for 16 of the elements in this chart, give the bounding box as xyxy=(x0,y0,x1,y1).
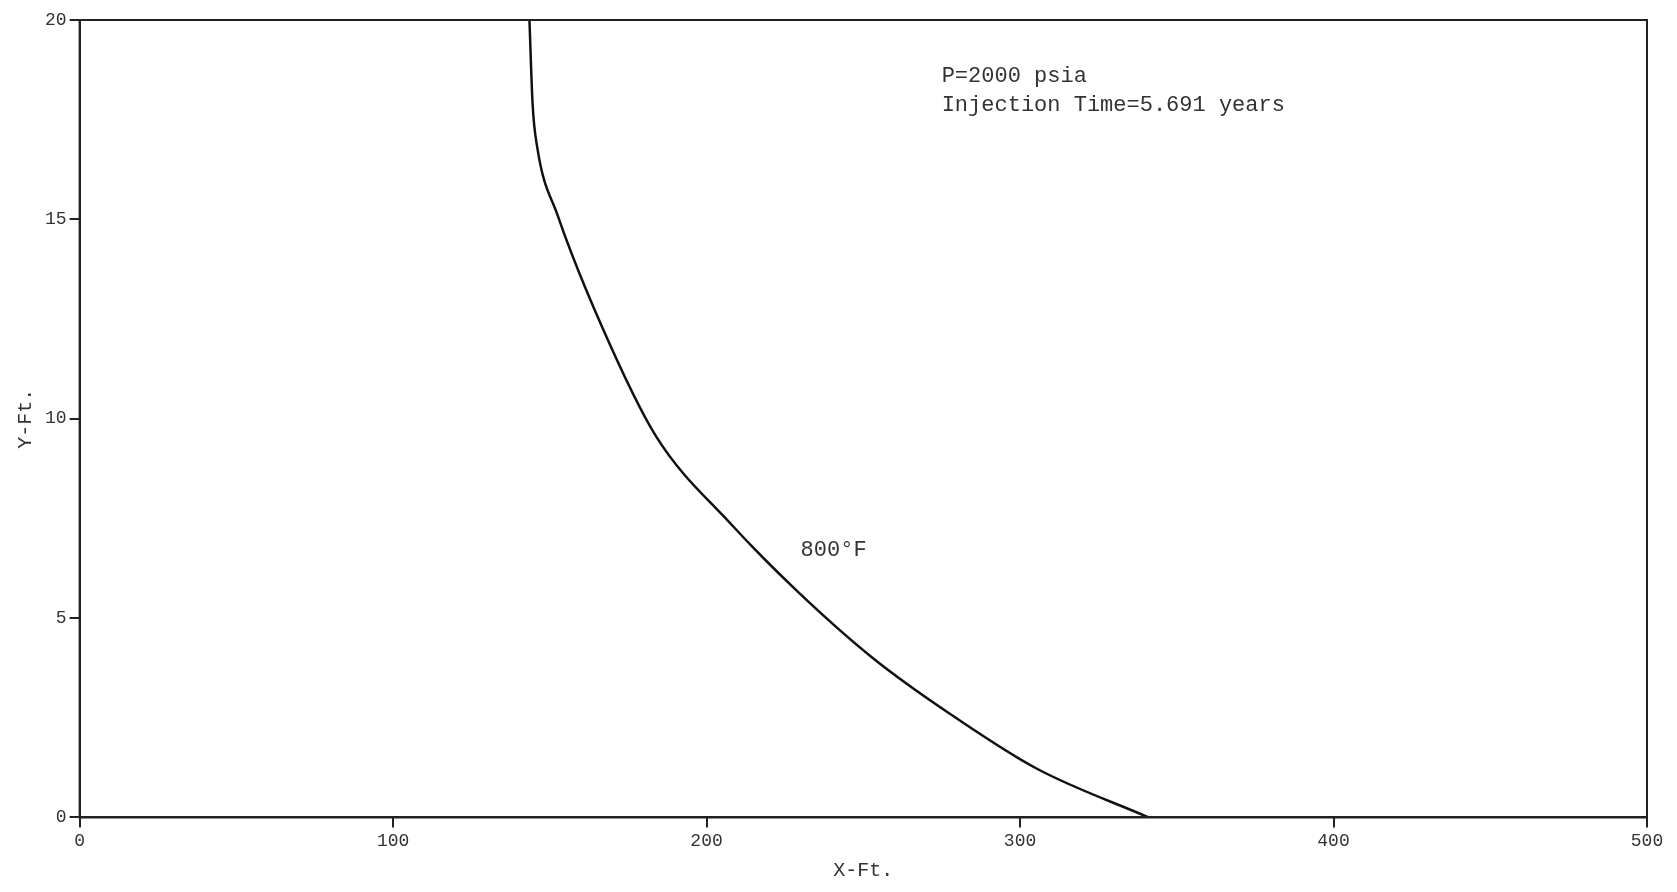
annotation: P=2000 psia xyxy=(941,63,1087,89)
y-tick-label: 5 xyxy=(55,607,67,628)
annotation: Injection Time=5.691 years xyxy=(941,93,1285,119)
x-axis-title: X-Ft. xyxy=(833,859,894,883)
x-tick-label: 300 xyxy=(1003,830,1037,851)
y-tick-label: 15 xyxy=(44,209,67,230)
y-tick-label: 20 xyxy=(44,9,67,30)
x-tick-label: 0 xyxy=(74,830,86,851)
x-tick-label: 400 xyxy=(1317,830,1350,851)
x-tick-label: 100 xyxy=(376,830,410,851)
y-tick-label: 0 xyxy=(55,807,67,828)
y-tick-label: 10 xyxy=(44,408,67,429)
annotation: 800°F xyxy=(800,538,867,564)
y-axis-title: Y-Ft. xyxy=(14,388,38,449)
x-tick-label: 500 xyxy=(1630,830,1664,851)
x-tick-label: 200 xyxy=(690,830,723,851)
